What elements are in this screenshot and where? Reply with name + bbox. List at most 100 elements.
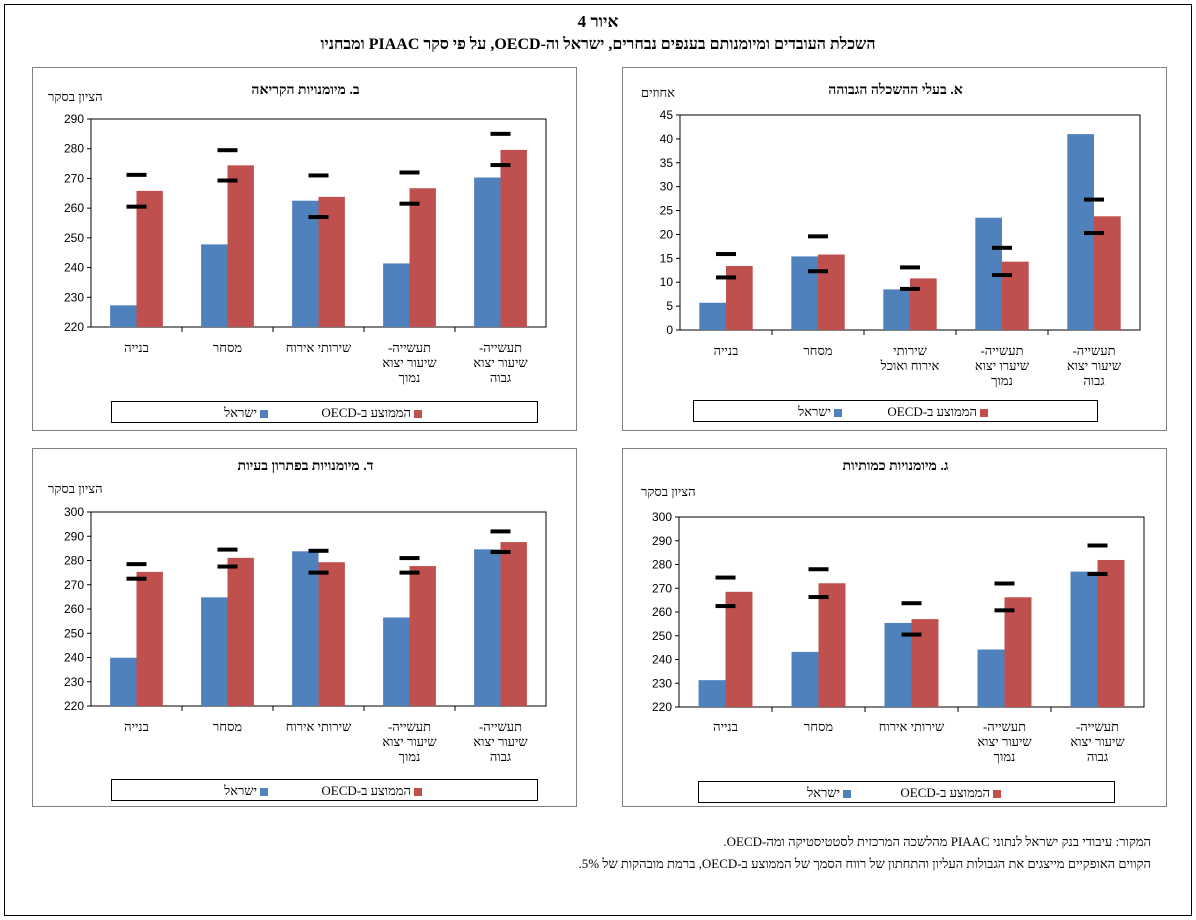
ci-upper-mark	[1084, 197, 1104, 202]
y-tick-label: 220	[652, 700, 672, 714]
x-category-label: תעשייה- שיערו יצוא נמוך	[957, 343, 1047, 388]
figure-title: השכלת העובדים ומיומנותם בענפים נבחרים, י…	[320, 36, 876, 53]
legend-swatch	[414, 788, 422, 797]
bar-oecd	[227, 165, 254, 327]
chart-svg: 220 230 240 250 260 270 280 290 300	[652, 510, 1145, 714]
legend-label: ישראל	[224, 405, 257, 420]
y-axis-unit-label: הציון בסקר	[48, 89, 103, 104]
ci-upper-mark	[217, 148, 238, 153]
y-tick-label: 240	[652, 653, 672, 667]
y-tick-label: 260	[64, 201, 84, 215]
y-tick-label: 250	[652, 629, 672, 643]
x-category-label-line: תעשייה-	[387, 340, 432, 355]
ci-upper-mark	[1087, 543, 1108, 548]
bar-oecd	[318, 562, 345, 706]
x-category-label: שירותי אירוח ואוכל	[865, 343, 955, 373]
bar-israel	[201, 244, 228, 327]
legend-item-israel: ישראל	[798, 404, 842, 420]
chart-title: ב. מיומנויות הקריאה	[251, 83, 360, 98]
ci-lower-mark	[808, 269, 828, 274]
x-category-label-line: גבוה	[489, 749, 512, 764]
x-category-label-line: שיעור יצוא	[473, 734, 528, 749]
ci-upper-mark	[399, 556, 420, 561]
x-category-label-line: נמוך	[398, 749, 421, 764]
legend-label: הממוצע ב-OECD	[321, 783, 411, 798]
ci-upper-mark	[399, 170, 420, 175]
x-category-label-line: תעשייה-	[1072, 343, 1116, 358]
y-tick-label: 280	[64, 554, 84, 568]
y-tick-label: 25	[660, 204, 674, 218]
x-category-label: שירותי אירוח	[274, 719, 364, 734]
x-category-label-line: גבוה	[1083, 373, 1105, 388]
chart-title: א. בעלי ההשכלה הגבוהה	[828, 83, 963, 98]
x-category-label-line: שיעור יצוא	[382, 355, 437, 370]
y-tick-label: 240	[64, 261, 84, 275]
ci-lower-mark	[715, 604, 736, 609]
y-tick-label: 220	[64, 320, 84, 334]
y-tick-label: 290	[64, 112, 84, 126]
ci-lower-mark	[399, 570, 420, 575]
x-category-label: מסחר	[183, 719, 273, 734]
ci-upper-mark	[716, 252, 736, 257]
legend-swatch	[843, 790, 851, 799]
x-category-label-line: שיעור יצוא	[1070, 734, 1125, 749]
bar-oecd	[910, 278, 937, 330]
legend-swatch	[980, 409, 988, 418]
x-category-label: בנייה	[92, 340, 182, 355]
x-category-label-line: גבוה	[489, 370, 512, 385]
x-category-label-line: בנייה	[124, 719, 149, 734]
legend-item-oecd: הממוצע ב-OECD	[321, 405, 422, 421]
figure-number: איור 4	[577, 12, 619, 31]
bar-israel	[292, 551, 319, 706]
bar-israel	[383, 617, 410, 706]
y-tick-label: 290	[64, 529, 84, 543]
bar-israel	[977, 649, 1005, 707]
x-category-label: בנייה	[92, 719, 182, 734]
x-category-label-line: תעשייה-	[982, 719, 1027, 734]
ci-upper-mark	[126, 562, 147, 567]
chart-legend: הממוצע ב-OECD ישראל	[111, 779, 538, 801]
x-category-label: בנייה	[681, 719, 771, 734]
bar-oecd	[725, 591, 753, 707]
legend-item-oecd: הממוצע ב-OECD	[900, 785, 1001, 801]
x-category-label: תעשייה- שיעור יצוא נמוך	[365, 340, 455, 385]
x-category-label: תעשייה- שיעור יצוא גבוה	[1053, 719, 1143, 764]
ci-upper-mark	[994, 581, 1015, 586]
chart-title: ד. מיומנויות בפתרון בעיות	[237, 459, 374, 474]
y-tick-label: 40	[660, 132, 674, 146]
y-tick-label: 280	[652, 558, 672, 572]
legend-item-israel: ישראל	[807, 785, 851, 801]
bar-israel	[110, 657, 137, 706]
bar-israel	[474, 549, 501, 706]
chart-panel-a: א. בעלי ההשכלה הגבוהה אחוזים 0 5 10 15 20 25 30 3…	[622, 67, 1167, 431]
y-tick-label: 220	[64, 699, 84, 713]
y-tick-label: 230	[652, 676, 672, 690]
bar-oecd	[227, 557, 254, 706]
x-category-label-line: שיעור יצוא	[382, 734, 437, 749]
ci-lower-mark	[716, 275, 736, 280]
y-axis-unit-label: אחוזים	[641, 85, 675, 100]
x-category-label-line: תעשייה-	[980, 343, 1024, 358]
y-tick-label: 30	[660, 180, 674, 194]
legend-label: ישראל	[798, 404, 831, 419]
bar-oecd	[500, 542, 527, 706]
ci-upper-mark	[308, 548, 329, 553]
bar-israel	[791, 256, 818, 330]
x-category-label: תעשייה- שיעור יצוא גבוה	[456, 719, 546, 764]
y-tick-label: 10	[660, 275, 674, 289]
x-category-label-line: אירוח ואוכל	[880, 358, 940, 373]
ci-lower-mark	[217, 178, 238, 183]
x-category-label-line: שירותי אירוח	[285, 340, 352, 355]
ci-upper-mark	[715, 575, 736, 580]
y-tick-label: 250	[64, 231, 84, 245]
bar-israel	[791, 651, 819, 707]
y-axis-unit-label: הציון בסקר	[48, 481, 103, 496]
x-category-label-line: בנייה	[713, 343, 739, 358]
bar-israel	[474, 177, 501, 327]
bar-israel	[292, 200, 319, 327]
chart-title: ג. מיומנויות כמותיות	[842, 459, 949, 474]
x-category-label: מסחר	[774, 719, 864, 734]
x-category-label-line: גבוה	[1086, 749, 1109, 764]
source-note: המקור: עיבודי בנק ישראל לנתוני PIAAC מהל…	[723, 834, 1151, 849]
y-tick-label: 300	[652, 510, 672, 524]
